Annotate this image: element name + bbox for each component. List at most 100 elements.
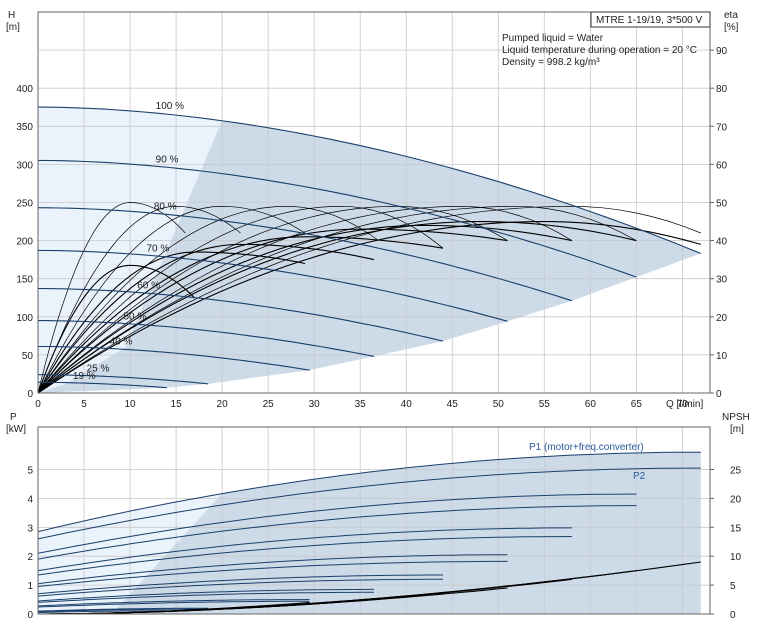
power-curve-1 [37,467,701,540]
eta-tick-5: 50 [716,199,728,210]
power-tick-3: 3 [27,523,33,534]
head-tick-0: 0 [27,389,33,400]
power-curve-2 [37,493,637,554]
npsh-tick-5: 25 [730,466,742,477]
head-tick-6: 300 [16,160,33,171]
flow-tick-12: 60 [585,399,597,410]
npsh-axis-unit: NPSH [722,412,750,423]
info-line-2: Liquid temperature during operation = 20… [502,45,697,56]
speed-label-5: 50 % [123,312,146,323]
flow-tick-14: 70 [677,399,689,410]
npsh-tick-0: 0 [730,610,736,621]
flow-tick-1: 5 [81,399,87,410]
eta-tick-9: 90 [716,46,728,57]
efficiency-curve-16 [37,221,701,394]
speed-label-0: 100 % [156,101,184,112]
power-axis-ticks: 0 1 2 3 4 5 0 5 10 15 20 25 [27,466,741,622]
speed-curve-8 [38,381,167,389]
npsh-tick-1: 5 [730,581,736,592]
head-axis-unit-bracket: [m] [6,22,20,33]
model-box [590,11,711,28]
speed-label-3: 70 % [146,243,169,254]
eta-tick-8: 80 [716,84,728,95]
speed-label-8: 19 % [73,371,96,382]
speed-curve-7 [38,374,209,385]
speed-curve-4 [37,287,444,342]
power-curve-13 [37,600,310,608]
head-tick-4: 200 [16,237,33,248]
eta-axis-unit: eta [724,10,738,21]
flow-tick-8: 40 [401,399,413,410]
power-curve-7 [37,560,508,587]
flow-tick-11: 55 [539,399,551,410]
eta-tick-1: 10 [716,351,728,362]
speed-label-2: 80 % [154,201,177,212]
speed-curve-5 [38,320,375,357]
efficiency-curve-6 [37,205,573,394]
npsh-curves [37,561,701,615]
info-line-1: Pumped liquid = Water [502,33,604,44]
operating-region-dark [38,107,701,393]
speed-curve-1 [37,159,637,278]
head-tick-1: 50 [22,351,34,362]
head-tick-5: 250 [16,198,33,209]
head-axis-unit: H [8,10,15,21]
p2-series-label: P2 [633,471,646,482]
head-tick-8: 400 [16,84,33,95]
head-tick-2: 100 [16,313,33,324]
efficiency-curve-2 [37,205,306,394]
eta-tick-6: 60 [716,160,728,171]
power-curve-14 [37,607,209,612]
speed-label-6: 40 % [110,337,133,348]
eta-tick-2: 20 [716,313,728,324]
power-tick-1: 1 [27,581,33,592]
power-curve-8 [37,574,443,595]
eta-tick-7: 70 [716,122,728,133]
head-tick-7: 350 [16,122,33,133]
flow-tick-7: 35 [355,399,367,410]
speed-label-4: 60 % [137,281,160,292]
power-tick-5: 5 [27,466,33,477]
flow-tick-9: 45 [447,399,459,410]
flow-tick-0: 0 [35,399,41,410]
power-curve-11 [37,591,374,603]
efficiency-curve-9 [37,264,195,394]
power-tick-0: 0 [27,610,33,621]
flow-tick-5: 25 [263,399,275,410]
speed-curve-2 [37,207,573,302]
power-curve-16 [37,610,167,614]
flow-axis-label: Q [l/min] [666,399,703,410]
npsh-axis-unit-bracket: [m] [730,424,744,435]
power-curve-15 [37,608,209,613]
efficiency-curve-1 [37,205,241,394]
head-efficiency-panel: 100 % 90 % 80 % 70 % 60 % 50 % 40 % 25 %19 % 0 5… [16,11,728,410]
speed-curves: 100 % 90 % 80 % 70 % 60 % 50 % 40 % 25 %19 % [37,101,702,389]
power-curve-12 [37,599,310,607]
power-axis-unit-bracket: [kW] [6,424,26,435]
power-curve-10 [37,588,374,602]
flow-tick-6: 30 [309,399,321,410]
speed-curve-3 [37,249,508,322]
flow-tick-10: 50 [493,399,505,410]
power-region-dark [38,452,701,614]
power-curve-0 [37,451,701,533]
flow-tick-4: 20 [217,399,229,410]
power-tick-2: 2 [27,552,33,563]
power-npsh-panel: 0 1 2 3 4 5 0 5 10 15 20 25 [27,426,742,622]
power-curves [37,451,701,614]
efficiency-curve-4 [37,205,444,394]
eta-tick-4: 40 [716,237,728,248]
flow-tick-3: 15 [171,399,183,410]
power-curve-5 [37,536,572,576]
npsh-tick-4: 20 [730,494,742,505]
speed-curve-0 [37,106,702,255]
head-plot-frame [37,11,711,394]
head-axis-ticks: 0 5 10 15 20 25 30 35 40 45 50 55 60 65 70050100150200… [16,46,727,410]
efficiency-curve-8 [37,205,701,394]
speed-label-1: 90 % [156,154,179,165]
efficiency-curve-5 [37,206,508,394]
power-curve-6 [37,554,508,585]
power-curve-3 [37,505,637,560]
model-label: MTRE 1-19/19, 3*500 V [596,15,702,26]
